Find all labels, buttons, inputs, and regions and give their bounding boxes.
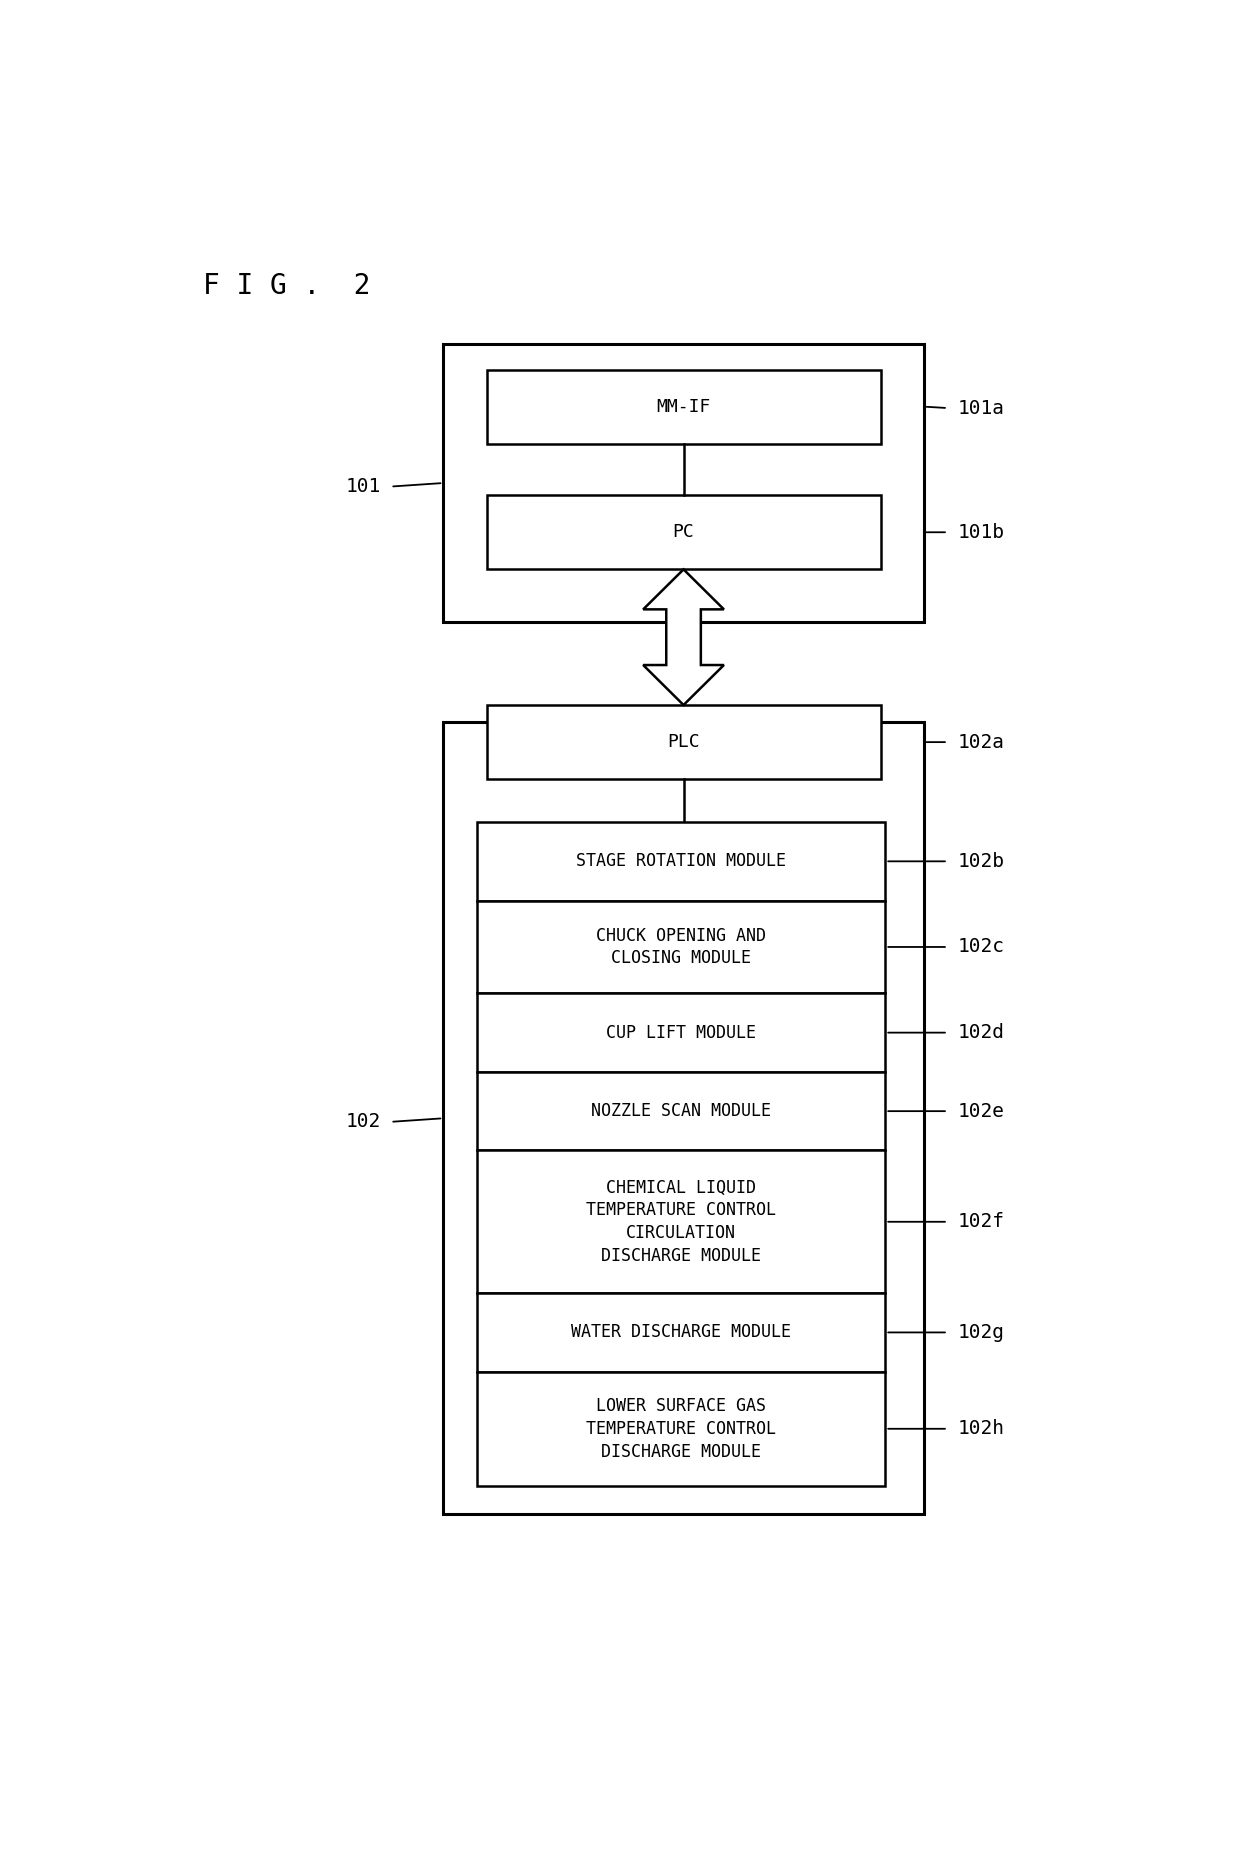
Text: CHUCK OPENING AND
CLOSING MODULE: CHUCK OPENING AND CLOSING MODULE <box>596 927 766 968</box>
Text: 101b: 101b <box>957 523 1004 541</box>
Bar <box>477 1072 885 1149</box>
Polygon shape <box>644 569 724 705</box>
Text: 101a: 101a <box>957 399 1004 417</box>
Bar <box>477 994 885 1072</box>
Bar <box>477 1294 885 1372</box>
Text: MM-IF: MM-IF <box>656 397 711 415</box>
Text: NOZZLE SCAN MODULE: NOZZLE SCAN MODULE <box>591 1101 771 1120</box>
Text: STAGE ROTATION MODULE: STAGE ROTATION MODULE <box>577 853 786 870</box>
Bar <box>477 901 885 994</box>
Text: LOWER SURFACE GAS
TEMPERATURE CONTROL
DISCHARGE MODULE: LOWER SURFACE GAS TEMPERATURE CONTROL DI… <box>587 1396 776 1461</box>
Bar <box>477 821 885 901</box>
Text: PC: PC <box>672 523 694 541</box>
Text: CHEMICAL LIQUID
TEMPERATURE CONTROL
CIRCULATION
DISCHARGE MODULE: CHEMICAL LIQUID TEMPERATURE CONTROL CIRC… <box>587 1179 776 1264</box>
Text: PLC: PLC <box>667 732 699 751</box>
Text: 102e: 102e <box>957 1101 1004 1120</box>
Bar <box>444 343 924 623</box>
Text: CUP LIFT MODULE: CUP LIFT MODULE <box>606 1023 756 1042</box>
Bar <box>486 705 880 779</box>
Text: WATER DISCHARGE MODULE: WATER DISCHARGE MODULE <box>572 1324 791 1342</box>
Text: 102a: 102a <box>957 732 1004 751</box>
Text: 102h: 102h <box>957 1420 1004 1439</box>
Text: 102: 102 <box>346 1112 381 1131</box>
Bar <box>444 723 924 1515</box>
Text: 102f: 102f <box>957 1213 1004 1231</box>
Text: 102b: 102b <box>957 851 1004 871</box>
Bar <box>477 1372 885 1485</box>
Bar <box>486 369 880 443</box>
Text: 102d: 102d <box>957 1023 1004 1042</box>
Text: 101: 101 <box>346 476 381 497</box>
Bar <box>477 1149 885 1294</box>
Text: F I G .  2: F I G . 2 <box>203 273 371 300</box>
Text: 102g: 102g <box>957 1324 1004 1342</box>
Text: 102c: 102c <box>957 938 1004 957</box>
Bar <box>486 495 880 569</box>
